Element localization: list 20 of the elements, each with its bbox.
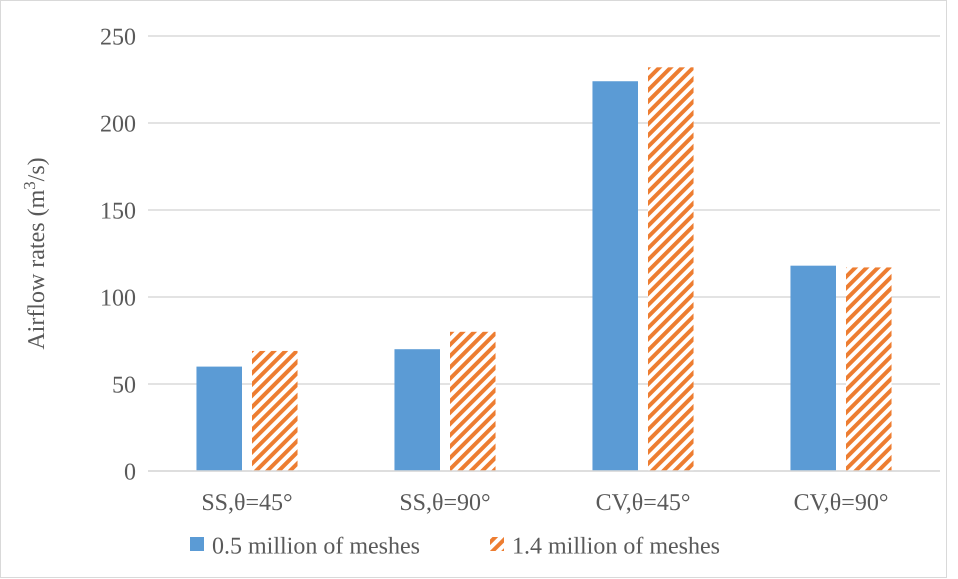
bar [196, 366, 242, 471]
bar [450, 332, 496, 471]
y-tick-label: 100 [100, 285, 136, 312]
legend-label: 0.5 million of meshes [212, 533, 420, 560]
x-tick-label: SS,θ=45° [201, 490, 293, 516]
x-tick-label: CV,θ=45° [596, 490, 690, 516]
y-tick-label: 150 [100, 198, 136, 224]
bar [846, 267, 892, 471]
y-tick-label: 200 [100, 111, 136, 138]
bar [592, 81, 638, 471]
legend-label: 1.4 million of meshes [512, 533, 720, 560]
bar [394, 349, 440, 471]
bar [648, 67, 694, 471]
y-tick-label: 0 [124, 459, 136, 486]
y-tick-label: 50 [112, 372, 136, 398]
x-tick-label: SS,θ=90° [399, 490, 491, 516]
bar [790, 266, 836, 471]
x-tick-label: CV,θ=90° [794, 490, 888, 516]
bar [252, 350, 298, 471]
y-tick-label: 250 [100, 24, 136, 50]
